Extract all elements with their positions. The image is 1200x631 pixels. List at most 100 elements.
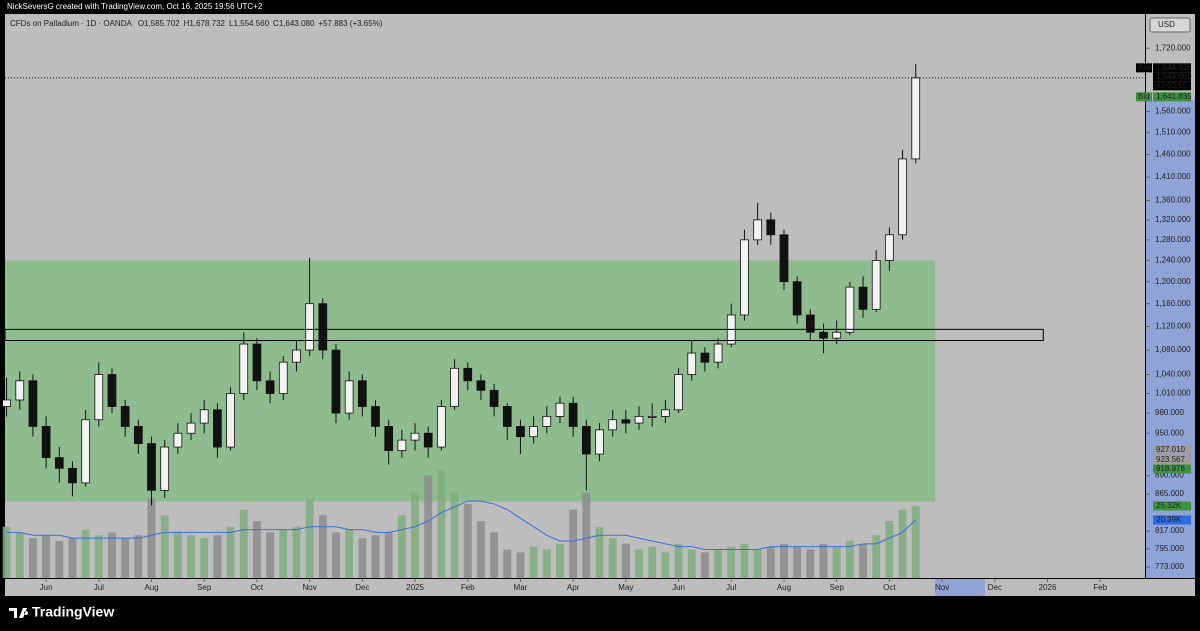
x-tick-label: 2025 [406,583,424,592]
credit: NickSeversG created with TradingView.com… [7,2,263,11]
candle-body [173,432,183,448]
volume-bar [819,543,828,578]
currency-box [1149,17,1191,33]
y-tick-label: 865.000 [1155,489,1184,498]
volume-bar [463,503,472,578]
volume-bar [200,538,209,578]
volume-bar [28,538,37,578]
candle-body [186,422,196,434]
candle-body [621,419,631,424]
x-tick-label: Jun [672,583,685,592]
y-tick-label: 980.000 [1155,408,1184,417]
candle-body [107,374,117,407]
volume-bar [714,549,723,578]
volume-bar [437,469,446,578]
volume-bar [661,552,670,578]
volume-bar [424,475,433,578]
x-tick-label: Dec [988,583,1002,592]
volume-bar [806,549,815,578]
candle-body [147,443,156,491]
time-axis [5,579,1195,596]
candle-body [120,406,130,427]
symbol-title: CFDs on Palladium · 1D · OANDA [10,19,132,28]
scale-badge-text: 20.39K [1156,515,1182,524]
volume-bar [490,532,499,578]
volume-bar [503,549,512,578]
price-badge-text: 03:03:55 [1156,81,1188,90]
candle-body [81,419,90,484]
y-tick-label: 950.000 [1155,428,1184,437]
price-badge-tag-text: Bid [1138,92,1150,101]
volume-bar [635,549,643,578]
scale-badge-text: 923.567 [1156,455,1185,464]
scale-badge-text: 25.32K [1156,501,1182,510]
y-tick-label: 1,360.000 [1155,196,1191,205]
scale-badge [1153,445,1191,455]
candle-body [94,374,104,421]
volume-bar [608,538,617,578]
volume-bar [371,535,380,578]
volume-ma [6,500,917,551]
candle-body [357,380,367,407]
candle-body [595,429,604,455]
candle-body [278,361,288,394]
volume-bar [279,529,288,578]
volume-bar [516,552,525,578]
volume-bar [384,532,393,578]
y-tick-label: 1,080.000 [1155,345,1191,354]
candle-body [41,426,51,458]
candle-body [555,402,565,417]
candle-body [858,286,868,310]
x-tick-label: Aug [777,583,791,592]
candle-body [674,374,683,411]
y-tick-label: 1,120.000 [1155,322,1191,331]
y-tick-label: 1,040.000 [1155,370,1191,379]
candle-body [397,439,407,451]
candle-body [371,406,380,427]
candle-body [700,352,710,363]
x-tick-label: Jul [94,583,104,592]
volume-bar [239,509,248,578]
candle-body [529,426,538,438]
candle-body [318,303,328,351]
volume-bar [898,509,907,578]
volume-bar [173,532,182,578]
candle-body [516,426,525,438]
candle-body [647,415,657,418]
volume-bar [134,535,143,578]
brand-name: TradingView [32,604,114,620]
candle-body [542,415,552,427]
candle-body [845,286,855,333]
y-tick-label: 1,560.000 [1155,107,1191,116]
volume-bar [700,552,709,578]
x-tick-label: Apr [567,583,580,592]
price-badge [1153,81,1191,91]
volume-bar [885,521,894,578]
volume-bar [147,498,156,578]
scale-badge-text: 918.976 [1156,464,1185,473]
candle-body [199,409,209,424]
candle-body [252,343,262,382]
ohlc-value: L1,554.560 [229,19,270,28]
candle-body [740,239,749,316]
volume-bar [252,521,261,578]
volume-bar [542,549,551,578]
candle-body [779,234,789,283]
x-tick-label: Oct [251,583,264,592]
volume-bar [845,540,854,578]
y-tick-label: 817.000 [1155,526,1184,535]
volume-bar [911,505,920,578]
volume-bar [397,515,406,578]
volume-bar [345,529,354,578]
volume-bar [266,532,275,578]
candle-body [898,158,907,236]
volume-bar [793,546,802,578]
time-axis-range [935,579,985,596]
ohlc-value: O1,585.702 [138,19,180,28]
scale-badge-text: 927.010 [1156,445,1185,454]
price-badge [1153,92,1191,102]
candle-body [871,260,881,310]
y-tick-label: 1,200.000 [1155,277,1191,286]
volume-bar [556,543,564,578]
